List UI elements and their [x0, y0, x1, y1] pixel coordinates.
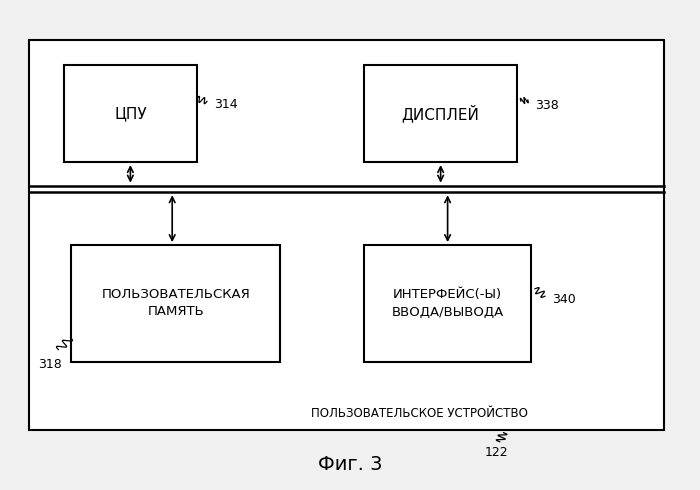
Text: ЦПУ: ЦПУ	[114, 106, 147, 121]
Text: ПОЛЬЗОВАТЕЛЬСКОЕ УСТРОЙСТВО: ПОЛЬЗОВАТЕЛЬСКОЕ УСТРОЙСТВО	[312, 407, 528, 419]
Text: ПАМЯТЬ: ПАМЯТЬ	[147, 305, 204, 318]
Text: ПОЛЬЗОВАТЕЛЬСКАЯ: ПОЛЬЗОВАТЕЛЬСКАЯ	[102, 289, 250, 301]
Bar	[364, 245, 531, 362]
Bar	[364, 65, 517, 162]
Text: 338: 338	[535, 99, 559, 112]
Text: ИНТЕРФЕЙС(-Ы): ИНТЕРФЕЙС(-Ы)	[393, 289, 502, 301]
Bar	[29, 40, 664, 430]
Text: 122: 122	[484, 445, 508, 459]
Text: ДИСПЛЕЙ: ДИСПЛЕЙ	[402, 104, 480, 122]
Bar	[64, 65, 197, 162]
Text: 340: 340	[552, 293, 576, 306]
Text: Фиг. 3: Фиг. 3	[318, 455, 382, 474]
Text: 314: 314	[214, 98, 238, 111]
Text: 318: 318	[38, 358, 62, 371]
Bar	[71, 245, 280, 362]
Text: ВВОДА/ВЫВОДА: ВВОДА/ВЫВОДА	[391, 305, 504, 318]
